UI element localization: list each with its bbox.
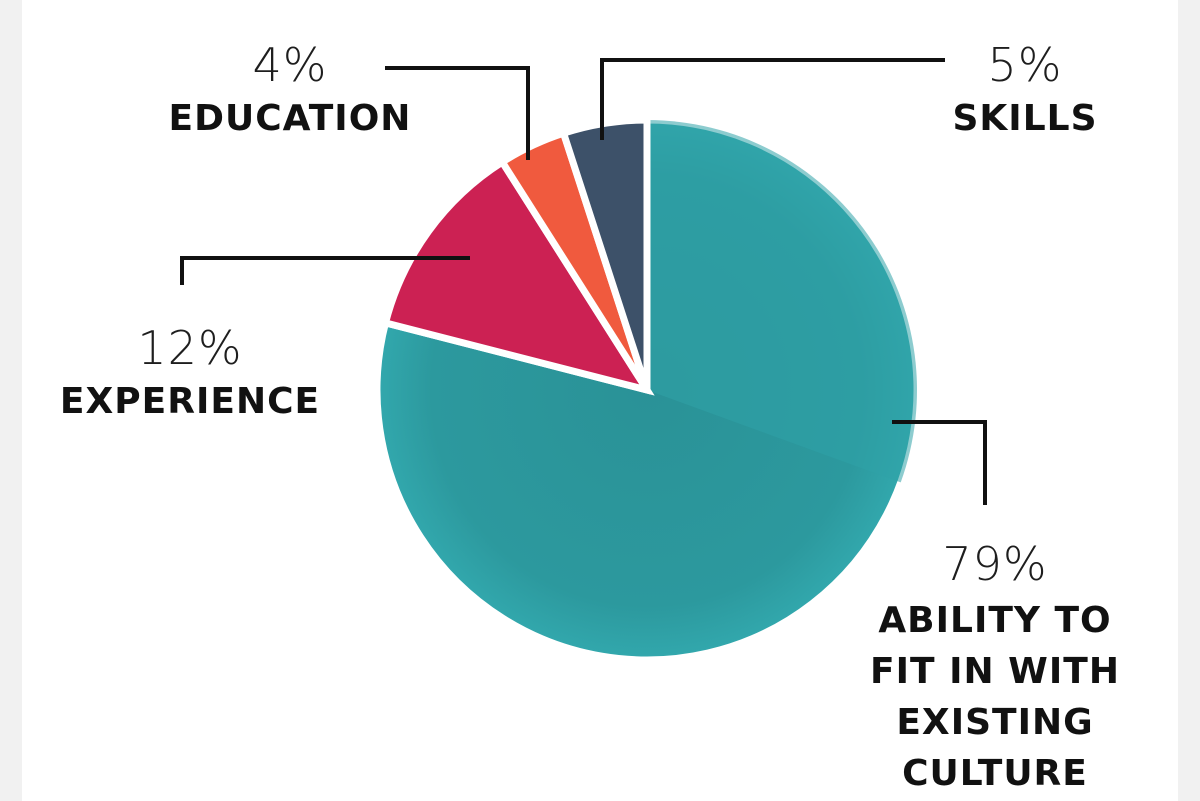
- category-label-education: EDUCATION: [169, 98, 412, 139]
- leader-line-culture: [892, 420, 987, 505]
- value-label-culture: 79%: [942, 537, 1047, 591]
- category-label-culture-line-2: FIT IN WITH: [870, 651, 1120, 692]
- value-label-experience: 12%: [137, 321, 242, 375]
- pie-slices: [373, 116, 921, 664]
- pie-slice-skills: [559, 116, 651, 392]
- category-label-skills: SKILLS: [952, 98, 1097, 139]
- category-label-culture-line-3: EXISTING: [896, 702, 1093, 743]
- category-label-experience: EXPERIENCE: [60, 381, 320, 422]
- value-label-skills: 5%: [988, 38, 1063, 92]
- category-label-culture-line-1: ABILITY TO: [878, 600, 1111, 641]
- leader-lines: [180, 58, 987, 505]
- leader-line-education: [385, 66, 530, 160]
- slice-labels: 4% EDUCATION 5% SKILLS 12% EXPERIENCE 79…: [60, 38, 1120, 794]
- leader-line-skills: [600, 58, 945, 140]
- leader-line-experience: [180, 256, 470, 285]
- pie-slice-culture-highlight: [647, 120, 917, 483]
- category-label-culture-line-4: CULTURE: [902, 753, 1088, 794]
- pie-slice-experience: [381, 157, 655, 396]
- value-label-education: 4%: [253, 38, 328, 92]
